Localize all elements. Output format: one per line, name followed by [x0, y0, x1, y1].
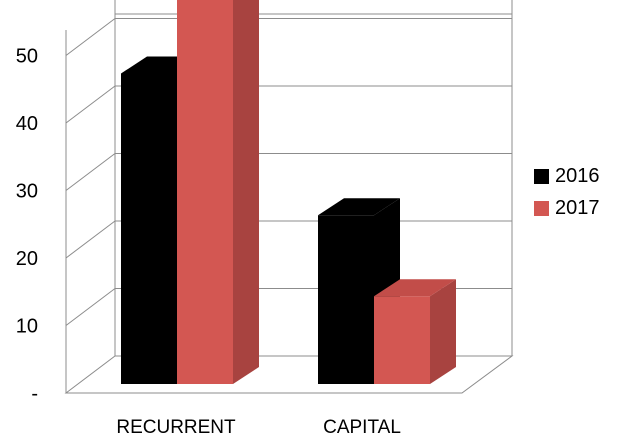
y-tick-label: 20: [16, 248, 38, 270]
x-category-label: RECURRENT: [116, 417, 236, 438]
gridline-side: [65, 153, 116, 191]
y-tick-label: 50: [16, 46, 38, 68]
bar-recurrent-2017-front: [177, 0, 233, 384]
bar-recurrent-2017: [177, 0, 259, 384]
y-tick-label: 30: [16, 181, 38, 203]
bar-capital-2016-front: [318, 215, 374, 384]
y-tick-label: 10: [16, 316, 38, 338]
y-tick-label: 40: [16, 113, 38, 135]
gridline-side: [65, 288, 116, 326]
floor-plane: [64, 355, 514, 394]
legend-label-2017: 2017: [555, 196, 600, 219]
bar-recurrent-2017-side: [233, 0, 259, 384]
bar-recurrent-2016-front: [121, 73, 177, 384]
gridline-side: [65, 85, 116, 124]
bar-capital-2017-side: [430, 279, 456, 384]
bar-capital-2017: [374, 279, 456, 384]
legend-swatch-2017: [534, 200, 549, 216]
bar-capital-2016-top: [318, 198, 400, 216]
y-axis-ticks: - 10 20 30 40 50: [16, 46, 38, 406]
legend: 2016 2017: [534, 160, 600, 224]
y-tick-label: -: [31, 383, 38, 405]
gridline-side: [65, 220, 116, 259]
bar-capital-2017-front: [374, 296, 430, 384]
x-axis-categories: RECURRENT CAPITAL: [116, 417, 401, 438]
legend-label-2016: 2016: [555, 164, 600, 187]
gridline-side: [65, 18, 116, 56]
x-category-label: CAPITAL: [323, 417, 401, 438]
bar-capital-2017-top: [374, 279, 456, 297]
bars: [121, 0, 456, 384]
legend-item-2016: 2016: [534, 160, 600, 192]
legend-swatch-2016: [534, 168, 549, 184]
legend-item-2017: 2017: [534, 192, 600, 224]
